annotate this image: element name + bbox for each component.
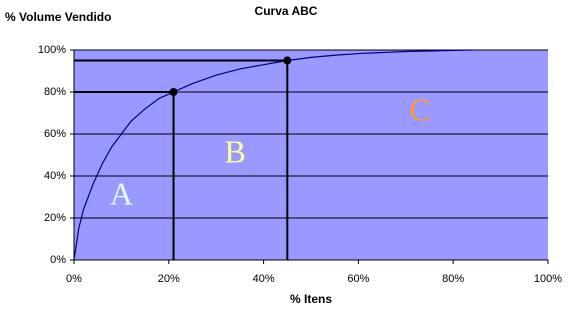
y-tick-label: 60% [44, 128, 66, 140]
plot-area [74, 50, 548, 260]
x-tick-label: 0% [66, 273, 82, 285]
x-tick-label: 20% [158, 273, 180, 285]
x-tick-label: 40% [253, 273, 275, 285]
y-tick-label: 40% [44, 170, 66, 182]
marker [169, 88, 178, 96]
x-tick-label: 80% [442, 273, 464, 285]
annotation: C [409, 91, 430, 127]
chart-title: Curva ABC [255, 4, 318, 18]
x-tick-label: 60% [347, 273, 369, 285]
y-tick-label: 80% [44, 86, 66, 98]
y-tick-label: 0% [50, 254, 66, 266]
x-axis-label: % Itens [290, 292, 332, 306]
y-axis-label: % Volume Vendido [5, 10, 111, 24]
marker [283, 56, 292, 65]
y-tick-label: 20% [44, 212, 66, 224]
annotation: A [110, 175, 133, 211]
annotation: B [224, 133, 245, 169]
y-tick-label: 100% [38, 44, 66, 56]
x-tick-label: 100% [534, 273, 562, 285]
